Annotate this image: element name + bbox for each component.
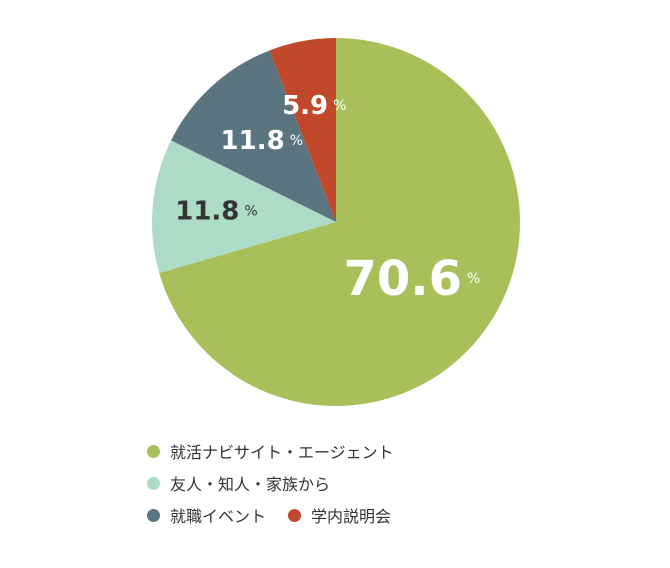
data-label-navi-site-agent: 70.6% — [344, 251, 481, 307]
legend-swatch-green — [147, 444, 160, 458]
legend-item-navi-site-agent: 就活ナビサイト・エージェント — [147, 439, 394, 463]
legend-row: 就職イベント 学内説明会 — [147, 504, 416, 526]
legend-swatch-mint — [147, 476, 160, 490]
legend-label: 就職イベント — [170, 507, 267, 526]
pie-slice-campus-briefing — [269, 38, 336, 222]
legend-swatch-red — [288, 508, 302, 522]
legend-label: 友人・知人・家族から — [170, 475, 331, 494]
legend-label: 就活ナビサイト・エージェント — [170, 443, 394, 462]
legend-item-friends-family: 友人・知人・家族から — [147, 471, 330, 495]
data-label-campus-briefing: 5.9% — [282, 91, 346, 121]
legend-swatch-slate — [147, 508, 160, 522]
legend-item-job-event: 就職イベント — [147, 503, 266, 527]
pie-chart: 70.6 % 11.8 % 11.8 % 5.9% — [152, 38, 520, 406]
legend: 就活ナビサイト・エージェント 友人・知人・家族から 就職イベント 学内説明会 — [147, 440, 416, 536]
data-label-friends-family: 11.8% — [175, 196, 257, 226]
pie-slice-job-event — [171, 50, 336, 222]
data-label-job-event: 11.8% — [221, 126, 303, 156]
legend-label: 学内説明会 — [311, 507, 392, 526]
pie-slice-navi-site-agent — [159, 38, 520, 406]
pie-slice-friends-family — [152, 140, 336, 274]
legend-row: 友人・知人・家族から — [147, 472, 416, 494]
legend-item-campus-briefing: 学内説明会 — [288, 503, 391, 527]
legend-row: 就活ナビサイト・エージェント — [147, 440, 416, 462]
